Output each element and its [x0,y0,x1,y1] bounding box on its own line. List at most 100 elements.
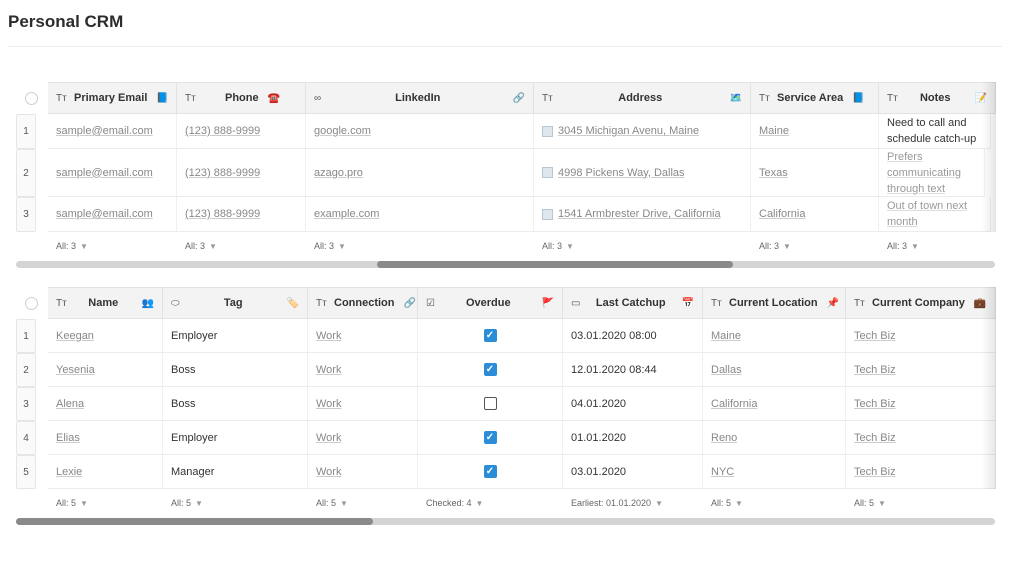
horizontal-scrollbar[interactable] [16,518,995,525]
location-value[interactable]: Maine [711,329,741,342]
tag-cell[interactable]: Boss [163,387,308,421]
chevron-down-icon[interactable]: ▼ [475,498,484,508]
col-header-name[interactable]: Tт Name 👥 [48,287,163,319]
footer-summary[interactable]: All: 5 ▼ [48,491,163,515]
address-cell[interactable]: 1541 Armbrester Drive, California [534,197,751,232]
overdue-cell[interactable]: ✓ [418,353,563,387]
company-value[interactable]: Tech Biz [854,397,896,410]
address-value[interactable]: 4998 Pickens Way, Dallas [558,166,685,179]
notes-cell[interactable]: Out of town next month [879,197,991,232]
connection-cell[interactable]: Work [308,455,418,489]
service-area-value[interactable]: California [759,208,806,220]
email-value[interactable]: sample@email.com [56,125,153,137]
tag-value[interactable]: Manager [171,465,215,478]
footer-summary[interactable]: All: 3 ▼ [177,234,306,258]
phone-cell[interactable]: (123) 888-9999 [177,197,306,232]
chevron-down-icon[interactable]: ▼ [735,498,743,508]
address-cell[interactable]: 3045 Michigan Avenu, Maine [534,114,751,149]
select-all-radio[interactable] [24,296,38,310]
address-value[interactable]: 1541 Armbrester Drive, California [558,208,721,220]
connection-value[interactable]: Work [316,397,342,410]
phone-value[interactable]: (123) 888-9999 [185,125,261,137]
name-value[interactable]: Elias [56,431,80,444]
tag-cell[interactable]: Boss [163,353,308,387]
company-value[interactable]: Tech Biz [854,363,896,376]
address-cell[interactable]: 4998 Pickens Way, Dallas [534,149,751,197]
overdue-checkbox[interactable]: ✓ [483,431,497,444]
footer-summary[interactable]: All: 3 ▼ [306,234,534,258]
name-cell[interactable]: Alena [48,387,163,421]
table-row[interactable]: 2 Yesenia Boss Work ✓ 12.01.2020 08:44 Dallas T… [16,353,996,387]
last-catchup-cell[interactable]: 01.01.2020 [563,421,703,455]
name-value[interactable]: Lexie [56,465,83,478]
company-cell[interactable]: Tech Biz [846,455,996,489]
select-all-cell[interactable] [16,287,46,319]
chevron-down-icon[interactable]: ▼ [80,241,88,251]
connection-value[interactable]: Work [316,431,342,444]
phone-value[interactable]: (123) 888-9999 [185,166,261,179]
row-number[interactable]: 1 [16,319,36,353]
location-cell[interactable]: NYC [703,455,846,489]
row-number[interactable]: 2 [16,149,36,197]
select-all-radio[interactable] [24,91,38,105]
service-area-cell[interactable]: Texas [751,149,879,197]
last-catchup-cell[interactable]: 04.01.2020 [563,387,703,421]
tag-value[interactable]: Employer [171,329,218,342]
connection-cell[interactable]: Work [308,353,418,387]
overdue-cell[interactable]: ✓ [418,319,563,353]
select-all-cell[interactable] [16,82,46,114]
col-header-primary-email[interactable]: Tт Primary Email 📘 [48,82,177,114]
notes-cell[interactable]: Prefers communicating through text [879,149,985,197]
col-header-address[interactable]: Tт Address 🗺️ [534,82,751,114]
table-row[interactable]: 5 Lexie Manager Work ✓ 03.01.2020 NYC Tech Biz [16,455,996,489]
row-number[interactable]: 5 [16,455,36,489]
location-value[interactable]: California [711,397,758,410]
phone-cell[interactable]: (123) 888-9999 [177,149,306,197]
last-catchup-value[interactable]: 03.01.2020 [571,465,627,478]
last-catchup-value[interactable]: 04.01.2020 [571,397,627,410]
address-value[interactable]: 3045 Michigan Avenu, Maine [558,125,700,137]
footer-summary[interactable]: All: 5 ▼ [703,491,846,515]
notes-value[interactable]: Need to call and schedule catch-up [887,117,977,145]
col-header-overdue[interactable]: ☑ Overdue 🚩 [418,287,563,319]
phone-cell[interactable]: (123) 888-9999 [177,114,306,149]
location-cell[interactable]: Reno [703,421,846,455]
service-area-cell[interactable]: California [751,197,879,232]
overdue-checkbox[interactable]: ✓ [483,465,497,478]
chevron-down-icon[interactable]: ▼ [209,241,217,251]
table-row[interactable]: 1 sample@email.com (123) 888-9999 google… [16,114,996,149]
email-value[interactable]: sample@email.com [56,208,153,220]
footer-summary[interactable]: All: 3 ▼ [48,234,177,258]
company-cell[interactable]: Tech Biz [846,421,996,455]
name-value[interactable]: Alena [56,397,85,410]
linkedin-cell[interactable]: azago.pro [306,149,534,197]
chevron-down-icon[interactable]: ▼ [911,241,919,251]
connection-value[interactable]: Work [316,329,342,342]
footer-summary[interactable]: All: 3 ▼ [534,234,751,258]
col-header-last-catchup[interactable]: ▭ Last Catchup 📅 [563,287,703,319]
company-value[interactable]: Tech Biz [854,465,896,478]
location-cell[interactable]: Dallas [703,353,846,387]
email-cell[interactable]: sample@email.com [48,197,177,232]
table-row[interactable]: 4 Elias Employer Work ✓ 01.01.2020 Reno Tech Bi… [16,421,996,455]
chevron-down-icon[interactable]: ▼ [338,241,346,251]
company-cell[interactable]: Tech Biz [846,387,996,421]
last-catchup-value[interactable]: 03.01.2020 08:00 [571,329,657,342]
last-catchup-value[interactable]: 01.01.2020 [571,431,627,444]
notes-value[interactable]: Prefers communicating through text [887,150,961,195]
footer-summary[interactable]: All: 5 ▼ [163,491,308,515]
service-area-value[interactable]: Maine [759,125,789,137]
linkedin-cell[interactable]: example.com [306,197,534,232]
chevron-down-icon[interactable]: ▼ [195,498,203,508]
last-catchup-cell[interactable]: 03.01.2020 [563,455,703,489]
chevron-down-icon[interactable]: ▼ [80,498,88,508]
col-header-current-company[interactable]: Tт Current Company 💼 [846,287,996,319]
tag-value[interactable]: Boss [171,363,196,376]
overdue-cell[interactable]: ✓ [418,421,563,455]
company-cell[interactable]: Tech Biz [846,319,996,353]
name-cell[interactable]: Yesenia [48,353,163,387]
linkedin-value[interactable]: azago.pro [314,166,363,179]
company-value[interactable]: Tech Biz [854,329,896,342]
location-cell[interactable]: California [703,387,846,421]
table-row[interactable]: 2 sample@email.com (123) 888-9999 azago.… [16,149,996,197]
